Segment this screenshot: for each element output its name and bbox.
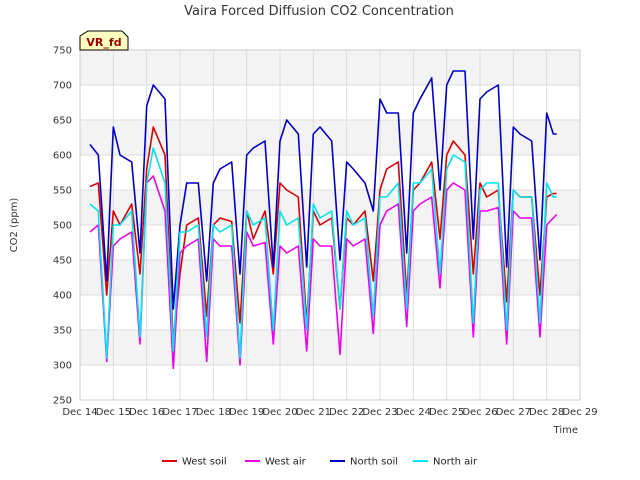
plot-band	[80, 365, 580, 400]
x-tick-label: Dec 26	[462, 407, 497, 418]
x-tick-label: Dec 21	[296, 407, 331, 418]
legend-label: West air	[265, 457, 307, 468]
x-tick-label: Dec 18	[196, 407, 231, 418]
x-tick-label: Dec 17	[162, 407, 197, 418]
series-line-north-air	[89, 147, 557, 359]
badge: VR_fd	[79, 30, 129, 51]
legend-label: North air	[433, 457, 478, 468]
x-axis-title: Time	[553, 425, 578, 436]
x-tick-label: Dec 25	[429, 407, 464, 418]
legend-label: North soil	[350, 457, 398, 468]
badge-label: VR_fd	[86, 36, 121, 49]
y-tick-label: 300	[53, 361, 72, 372]
legend: West soil West air North soil North air	[162, 457, 478, 468]
x-tick-label: Dec 28	[529, 407, 564, 418]
plot-band	[80, 295, 580, 330]
plot-band	[80, 120, 580, 155]
x-tick-label: Dec 23	[362, 407, 397, 418]
y-tick-labels: 250 300 350 400 450 500 550 600 650 700 750	[53, 46, 72, 407]
series-line-west-air	[89, 175, 558, 370]
y-tick-label: 650	[53, 116, 72, 127]
plot-band	[80, 50, 580, 85]
y-tick-label: 750	[53, 46, 72, 57]
series-lines	[89, 70, 558, 370]
y-tick-label: 700	[53, 81, 72, 92]
plot-band	[80, 330, 580, 365]
x-tick-label: Dec 16	[129, 407, 164, 418]
plot-band	[80, 85, 580, 120]
x-tick-label: Dec 19	[229, 407, 264, 418]
plot-band	[80, 260, 580, 295]
series-line-north-soil	[89, 70, 557, 310]
legend-label: West soil	[182, 457, 227, 468]
x-tick-label: Dec 20	[262, 407, 297, 418]
plot-band	[80, 155, 580, 190]
x-tick-label: Dec 29	[562, 407, 597, 418]
badge-shape	[79, 30, 129, 51]
x-tick-label: Dec 22	[329, 407, 364, 418]
chart-title: Vaira Forced Diffusion CO2 Concentration	[184, 4, 454, 19]
plot-frame	[79, 49, 581, 401]
y-tick-label: 500	[53, 221, 72, 232]
y-tick-label: 450	[53, 256, 72, 267]
y-tick-label: 250	[53, 396, 72, 407]
y-tick-label: 600	[53, 151, 72, 162]
x-tick-label: Dec 15	[96, 407, 131, 418]
y-tick-label: 550	[53, 186, 72, 197]
y-tick-label: 400	[53, 291, 72, 302]
series-line-west-soil	[89, 126, 557, 345]
y-tick-label: 350	[53, 326, 72, 337]
plot-band	[80, 225, 580, 260]
y-axis-title: CO2 (ppm)	[9, 198, 20, 253]
x-tick-label: Dec 24	[396, 407, 431, 418]
x-tick-label: Dec 27	[496, 407, 531, 418]
x-tick-label: Dec 14	[62, 407, 97, 418]
